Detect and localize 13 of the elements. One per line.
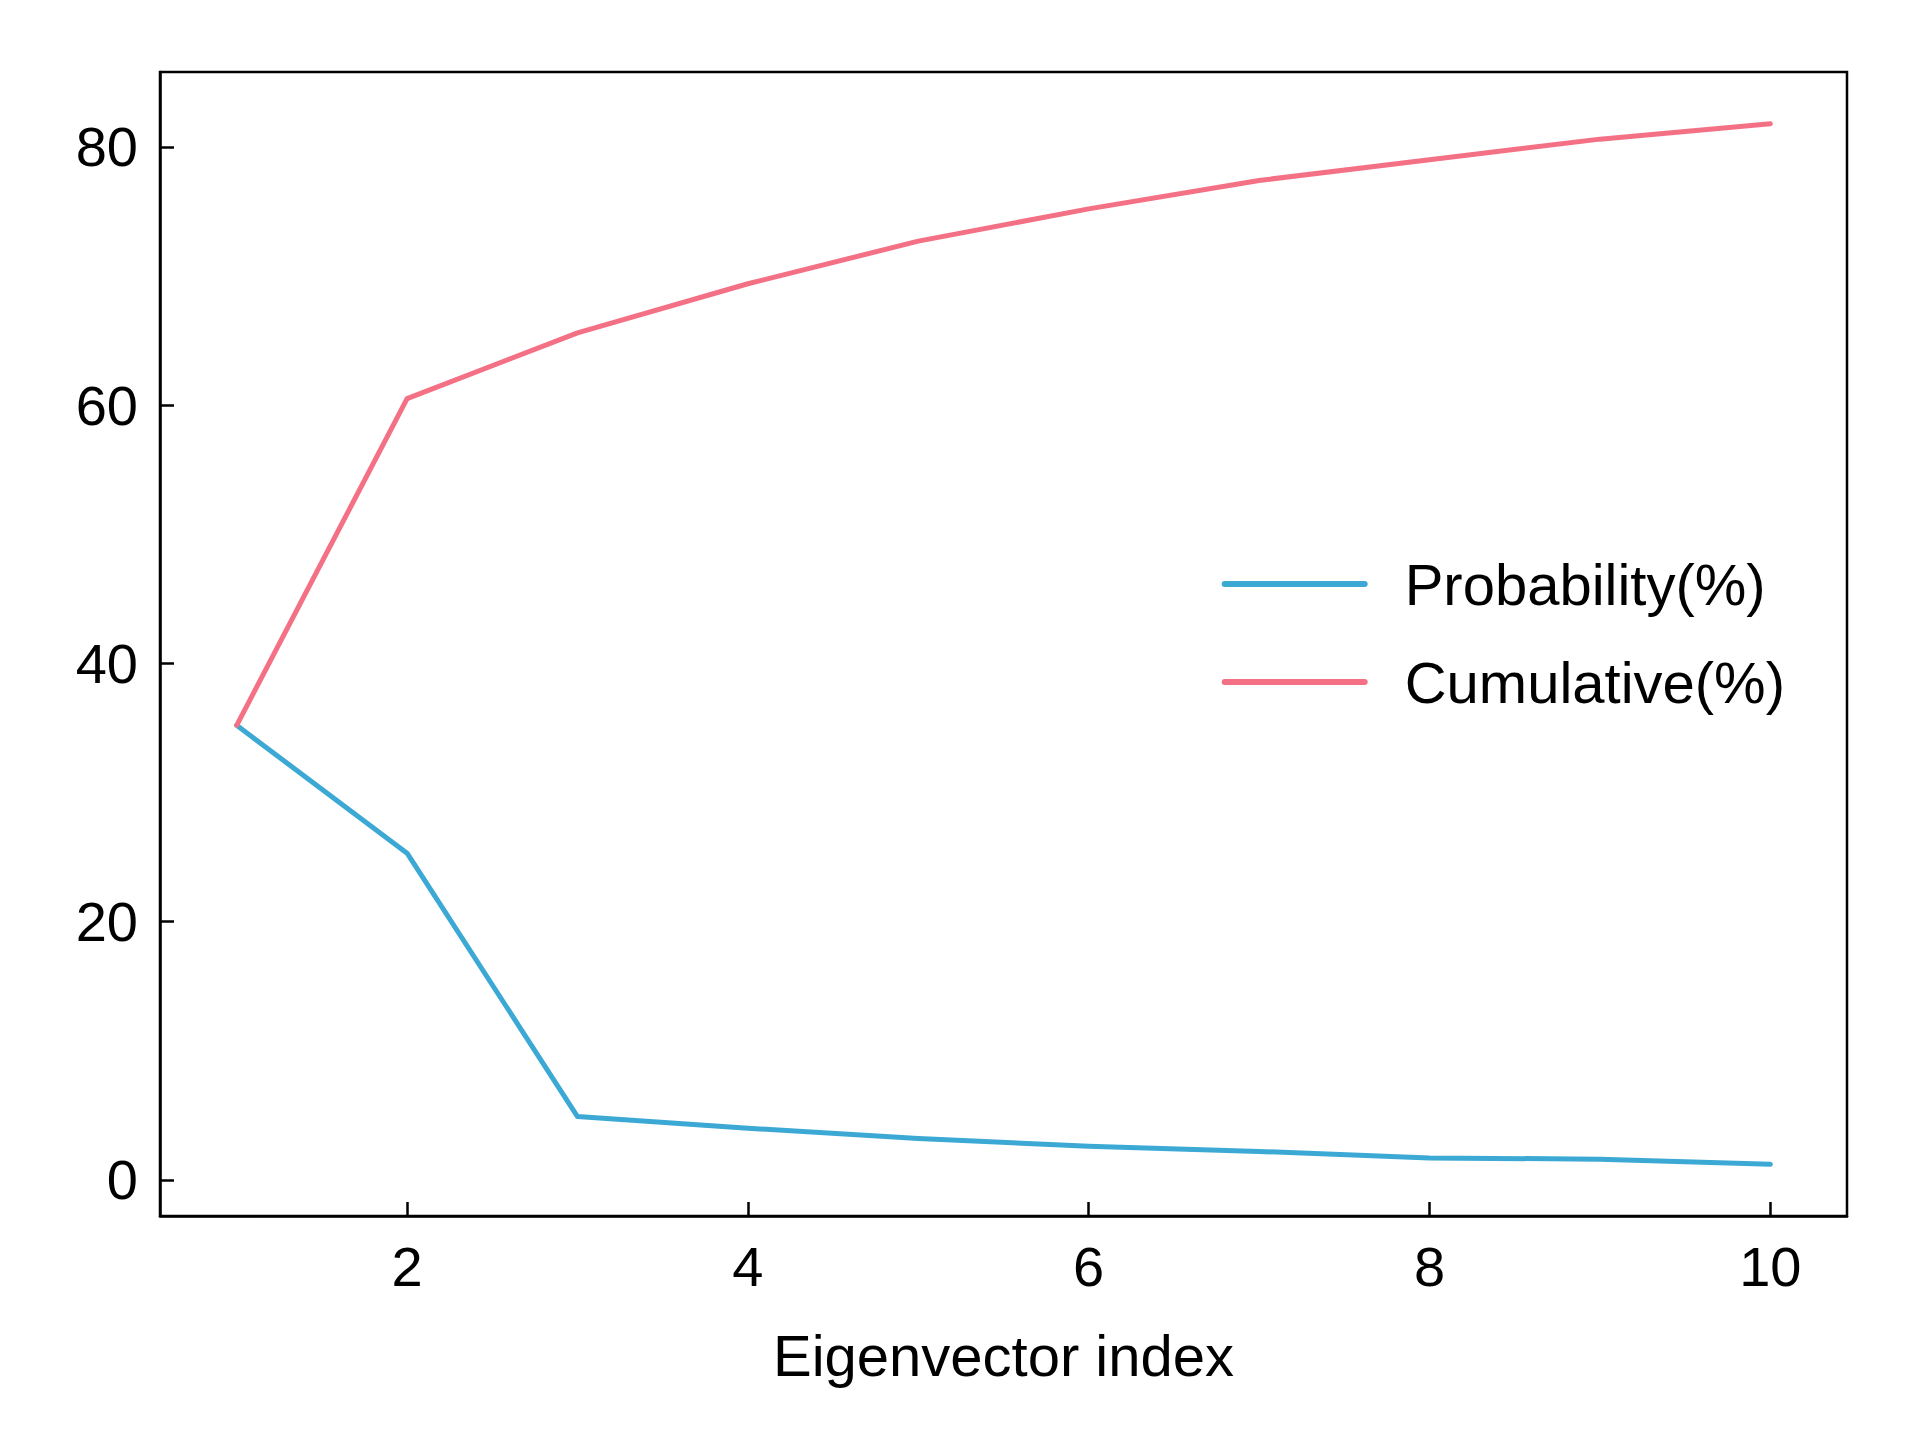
y-tick-label: 60 [75,373,138,437]
legend-label: Probability(%) [1404,551,1766,617]
y-tick-label: 0 [106,1148,138,1212]
legend-label: Cumulative(%) [1404,649,1786,715]
y-tick-label: 80 [75,115,138,179]
x-tick-label: 8 [1413,1234,1446,1298]
x-tick-label: 6 [1073,1234,1105,1298]
x-axis-title: Eigenvector index [772,1322,1235,1388]
y-tick-label: 40 [75,631,138,695]
x-tick-label: 2 [391,1234,423,1298]
y-tick-label: 20 [75,890,138,954]
x-tick-label: 10 [1739,1234,1802,1298]
x-tick-label: 4 [732,1234,764,1298]
